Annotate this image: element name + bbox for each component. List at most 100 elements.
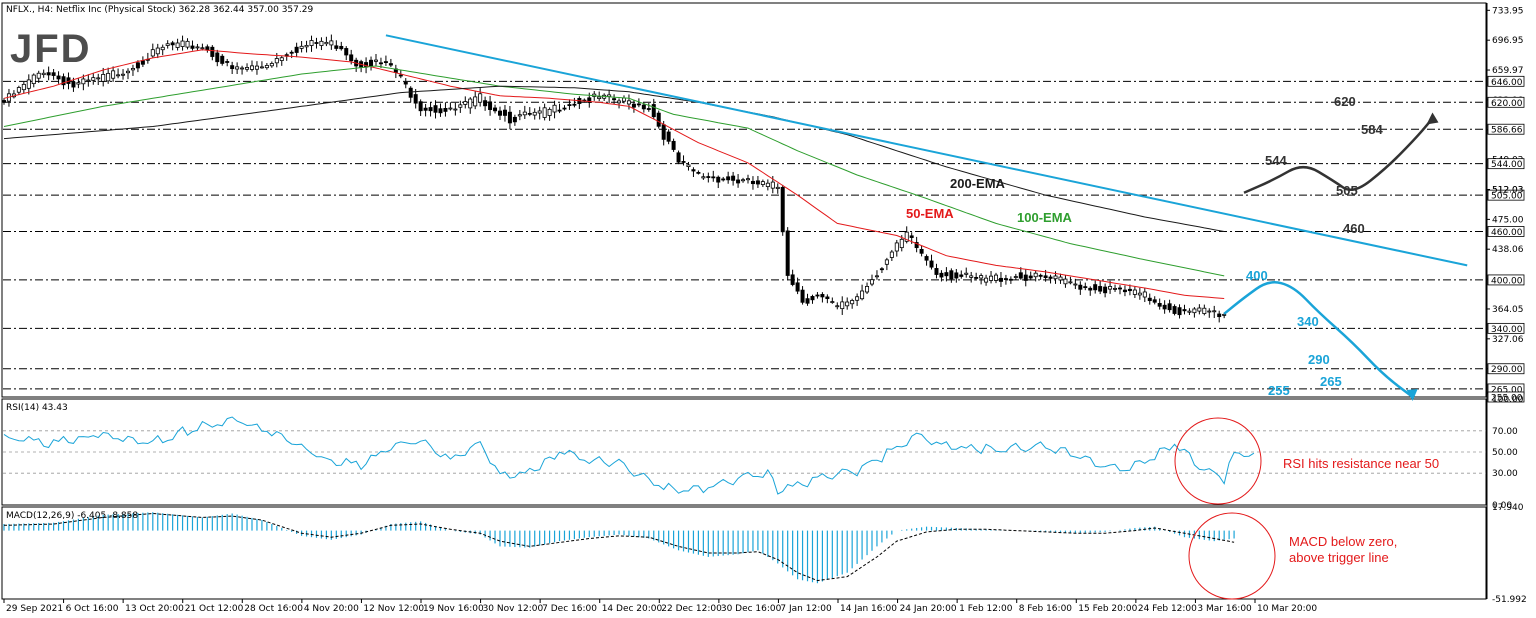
candle-body xyxy=(493,107,498,112)
candle-body xyxy=(254,65,259,70)
candle-body xyxy=(190,45,195,49)
candle-body xyxy=(711,176,716,179)
candle-body xyxy=(507,111,512,124)
candle-body xyxy=(522,111,527,116)
main-y-tick: 512.03 xyxy=(1492,185,1524,195)
candle-body xyxy=(1038,274,1043,277)
candle-body xyxy=(1028,275,1033,279)
candle-body xyxy=(319,40,324,46)
candle-body xyxy=(726,176,731,181)
candle-body xyxy=(1142,291,1147,298)
candle-body xyxy=(1063,278,1068,285)
x-tick-label: 7 Jan 12:00 xyxy=(780,604,832,614)
candle-body xyxy=(612,98,617,101)
macd-y-tick: -51.992 xyxy=(1492,595,1527,605)
candle-body xyxy=(269,63,274,67)
candle-body xyxy=(597,96,602,99)
candle-body xyxy=(1222,314,1227,316)
level-box-label: 265.00 xyxy=(1491,385,1523,395)
candle-body xyxy=(924,256,929,261)
candle-body xyxy=(557,109,562,112)
candle-body xyxy=(909,235,914,238)
x-tick-label: 24 Jan 20:00 xyxy=(900,604,957,614)
x-tick-label: 30 Dec 16:00 xyxy=(721,604,782,614)
candle-body xyxy=(998,277,1003,282)
macd-y-tick: 17.940 xyxy=(1492,503,1524,513)
candle-body xyxy=(1103,286,1108,294)
x-tick-label: 12 Nov 12:00 xyxy=(363,604,424,614)
x-tick-label: 22 Dec 12:00 xyxy=(661,604,722,614)
candle-body xyxy=(502,109,507,116)
candle-body xyxy=(334,45,339,49)
candle-body xyxy=(135,62,140,69)
rsi-y-tick: 30.00 xyxy=(1492,469,1518,479)
candle-body xyxy=(820,294,825,298)
candle-body xyxy=(245,67,250,70)
level-box-label: 620.00 xyxy=(1491,99,1523,109)
candle-body xyxy=(552,104,557,113)
candle-body xyxy=(676,152,681,163)
candle-body xyxy=(656,112,661,127)
candle-body xyxy=(1083,286,1088,289)
candle-body xyxy=(279,57,284,61)
candle-body xyxy=(458,104,463,108)
candle-body xyxy=(587,97,592,103)
candle-body xyxy=(230,65,235,70)
candle-body xyxy=(2,100,7,103)
candle-body xyxy=(631,103,636,108)
target-290-label: 290 xyxy=(1308,352,1330,367)
candle-body xyxy=(929,260,934,268)
candle-body xyxy=(96,77,101,80)
candle-body xyxy=(904,231,909,242)
candle-body xyxy=(830,301,835,303)
level-box xyxy=(1487,226,1525,237)
candle-body xyxy=(919,248,924,254)
candle-body xyxy=(934,268,939,275)
level-box-label: 505.00 xyxy=(1491,192,1523,202)
macd-note-line2: above trigger line xyxy=(1289,550,1389,565)
candle-body xyxy=(1013,276,1018,278)
candle-body xyxy=(641,104,646,110)
candle-body xyxy=(1033,272,1038,278)
level-box-label: 255.00 xyxy=(1491,394,1523,404)
candle-body xyxy=(1157,302,1162,307)
candle-body xyxy=(418,101,423,112)
candle-body xyxy=(130,68,135,71)
candle-body xyxy=(879,268,884,271)
candle-body xyxy=(91,77,96,81)
candle-body xyxy=(121,73,126,76)
candle-body xyxy=(527,112,532,115)
candle-body xyxy=(914,242,919,249)
bullish-scenario-path xyxy=(1243,117,1434,194)
candle-body xyxy=(825,296,830,300)
candle-body xyxy=(1018,272,1023,279)
x-tick-label: 14 Jan 16:00 xyxy=(840,604,897,614)
ema-line-200 xyxy=(3,85,1225,232)
candle-body xyxy=(240,67,245,70)
target-620-label: 620 xyxy=(1334,94,1356,109)
candle-body xyxy=(225,61,230,63)
candle-body xyxy=(785,230,790,276)
ema-line-50 xyxy=(3,49,1225,299)
candle-body xyxy=(721,178,726,181)
candle-body xyxy=(746,178,751,181)
candle-body xyxy=(532,111,537,116)
candle-body xyxy=(750,180,755,185)
candle-body xyxy=(264,65,269,69)
main-y-tick: 364.05 xyxy=(1492,305,1524,315)
candle-body xyxy=(388,63,393,66)
level-box-label: 586.66 xyxy=(1491,126,1523,136)
candle-body xyxy=(116,74,121,77)
main-header: NFLX., H4: Netflix Inc (Physical Stock) … xyxy=(6,5,313,15)
candle-body xyxy=(701,176,706,179)
candle-body xyxy=(874,275,879,278)
candle-body xyxy=(31,74,36,85)
level-box-label: 646.00 xyxy=(1491,78,1523,88)
bullish-arrowhead xyxy=(1426,112,1439,125)
candle-body xyxy=(86,79,91,82)
candle-body xyxy=(889,251,894,258)
bearish-scenario-path xyxy=(1223,281,1414,398)
x-tick-label: 8 Feb 16:00 xyxy=(1019,604,1073,614)
candle-body xyxy=(1078,284,1083,290)
candle-body xyxy=(1023,274,1028,281)
